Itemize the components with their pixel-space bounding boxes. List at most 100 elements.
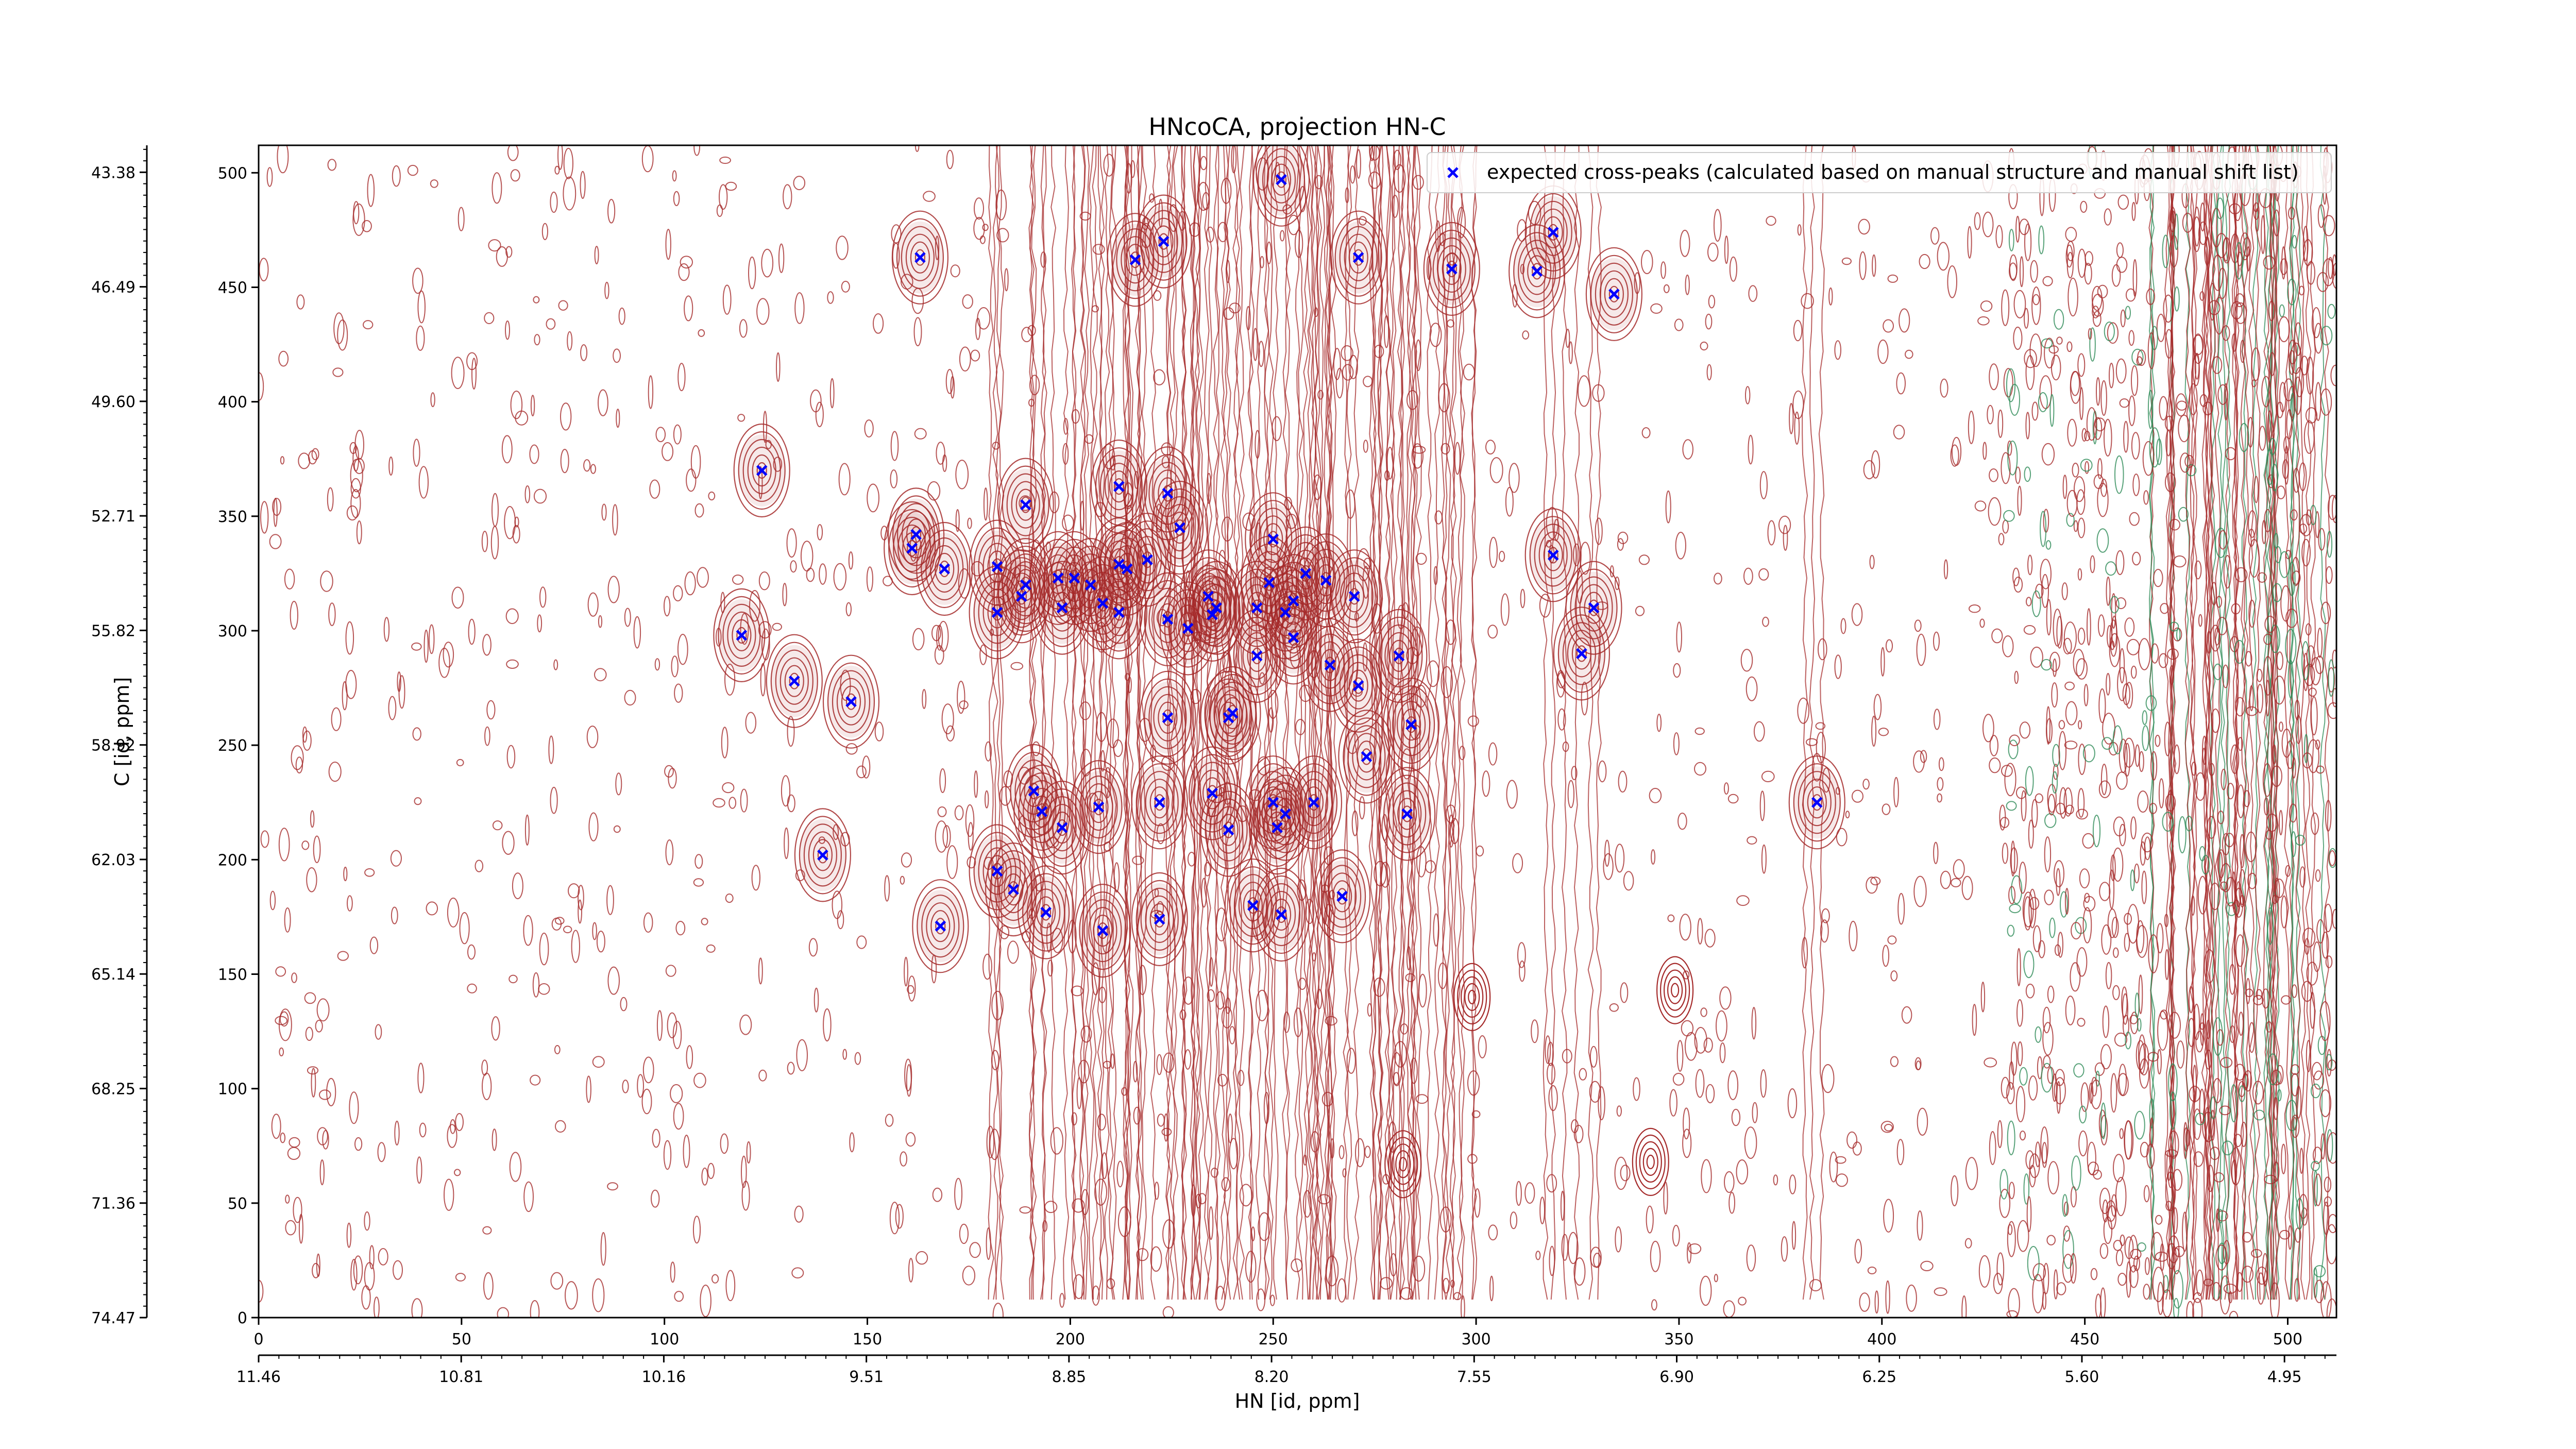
contour-noise-blob bbox=[1531, 1019, 1539, 1043]
contour-noise-blob bbox=[633, 616, 641, 649]
contour-noise-blob bbox=[2126, 638, 2140, 655]
peak-contour-ring bbox=[1811, 794, 1822, 811]
peak-contour-ring bbox=[1142, 551, 1153, 568]
contour-noise-blob bbox=[1834, 654, 1842, 679]
contour-noise-blob bbox=[2009, 383, 2020, 416]
contour-noise-blob bbox=[671, 655, 679, 678]
contour-noise-blob bbox=[2017, 485, 2022, 516]
peak-contour-ring bbox=[1089, 790, 1109, 823]
contour-noise-blob bbox=[2100, 1102, 2107, 1139]
contour-noise-blob bbox=[289, 1137, 300, 1148]
marker-stroke bbox=[1308, 797, 1319, 808]
contour-noise-blob bbox=[2131, 432, 2140, 460]
peak-contour-ring bbox=[1671, 983, 1680, 998]
contour-noise-blob bbox=[2056, 1282, 2066, 1295]
contour-noise-blob bbox=[1748, 285, 1758, 302]
contour-noise-blob bbox=[2109, 633, 2121, 667]
contour-noise-blob bbox=[1547, 1041, 1554, 1066]
peak-contour-ring bbox=[1279, 577, 1308, 625]
contour-noise-blob bbox=[1792, 390, 1804, 419]
contour-noise-blob bbox=[2310, 991, 2315, 1029]
contour-noise-blob bbox=[2320, 326, 2333, 346]
contour-noise-blob bbox=[1539, 594, 1551, 618]
contour-noise-blob bbox=[2126, 1261, 2131, 1298]
contour-noise-blob bbox=[900, 1151, 907, 1167]
contour-streak bbox=[2263, 145, 2269, 1300]
contour-noise-blob bbox=[1820, 919, 1829, 943]
peak-contour-ring bbox=[1392, 693, 1431, 756]
contour-noise-blob bbox=[936, 442, 945, 465]
peak-contour-ring bbox=[1140, 771, 1179, 834]
contour-noise-blob bbox=[1705, 1084, 1715, 1104]
contour-noise-blob bbox=[1293, 1007, 1303, 1037]
contour-noise-blob bbox=[1210, 1168, 1218, 1178]
contour-noise-blob bbox=[1675, 532, 1687, 560]
contour-noise-blob bbox=[739, 1014, 752, 1035]
contour-streak bbox=[1324, 145, 1331, 1300]
contour-noise-blob bbox=[1736, 1159, 1749, 1185]
peak-contour-ring bbox=[1006, 473, 1045, 536]
peak-contour-ring bbox=[1330, 557, 1378, 636]
legend[interactable]: expected cross-peaks (calculated based o… bbox=[1427, 152, 2332, 193]
contour-noise-blob bbox=[2116, 771, 2128, 790]
contour-noise-blob bbox=[2236, 1272, 2243, 1292]
contour-noise-blob bbox=[2303, 420, 2315, 454]
contour-noise-blob bbox=[2302, 752, 2313, 769]
contour-noise-blob bbox=[1615, 844, 1625, 873]
y-tick-label: 200 bbox=[218, 851, 247, 869]
contour-noise-blob bbox=[2299, 1148, 2304, 1174]
contour-noise-blob bbox=[407, 164, 418, 176]
contour-noise-blob bbox=[468, 618, 476, 645]
cross-peak-marker bbox=[1052, 572, 1064, 584]
contour-noise-blob bbox=[1890, 970, 1898, 982]
peak-contour-ring bbox=[1574, 576, 1613, 639]
contour-noise-blob bbox=[2119, 738, 2128, 773]
contour-noise-blob bbox=[1425, 860, 1436, 873]
contour-noise-blob bbox=[2233, 1134, 2242, 1148]
contour-noise-blob bbox=[856, 765, 867, 779]
y-tick-label: 500 bbox=[218, 164, 247, 182]
peak-contour-ring bbox=[978, 581, 1016, 644]
peak-contour-ring bbox=[1252, 145, 1310, 227]
contour-noise-blob bbox=[1373, 978, 1385, 997]
contour-noise-blob bbox=[1342, 364, 1354, 381]
contour-noise-blob bbox=[1310, 1131, 1320, 1153]
contour-noise-blob bbox=[700, 1285, 711, 1318]
contour-noise-blob bbox=[563, 925, 572, 934]
contour-noise-blob bbox=[895, 1204, 904, 1229]
contour-noise-blob bbox=[985, 741, 992, 762]
contour-noise-blob bbox=[996, 228, 1009, 243]
contour-noise-blob bbox=[2114, 1032, 2128, 1047]
y-ppm-tick-label: 58.92 bbox=[91, 737, 135, 755]
contour-streak bbox=[1442, 145, 1448, 1300]
contour-noise-blob bbox=[2001, 289, 2010, 326]
cross-peak-marker bbox=[1547, 227, 1559, 238]
contour-noise-blob bbox=[285, 1220, 296, 1236]
contour-noise-blob bbox=[398, 675, 405, 709]
peak-contour-ring bbox=[891, 210, 949, 305]
contour-streak bbox=[1397, 145, 1403, 1300]
contour-noise-blob bbox=[2238, 1012, 2244, 1036]
contour-noise-blob bbox=[1126, 504, 1133, 526]
contour-noise-blob bbox=[1231, 145, 1237, 174]
contour-noise-blob bbox=[1638, 554, 1650, 565]
contour-noise-blob bbox=[1063, 418, 1069, 435]
cross-peak-marker bbox=[1223, 824, 1234, 836]
peak-contour-ring bbox=[985, 842, 1042, 937]
marker-stroke bbox=[1324, 659, 1336, 671]
contour-noise-blob bbox=[1007, 940, 1019, 964]
contour-noise-blob bbox=[1338, 1145, 1345, 1159]
contour-noise-blob bbox=[1578, 375, 1591, 407]
peak-contour-ring bbox=[1113, 604, 1124, 621]
contour-noise-blob bbox=[2125, 1031, 2132, 1050]
contour-noise-blob bbox=[2116, 257, 2128, 273]
contour-noise-blob bbox=[665, 839, 674, 866]
contour-noise-blob bbox=[2248, 538, 2260, 578]
contour-noise-blob bbox=[588, 812, 599, 841]
contour-noise-blob bbox=[2080, 1082, 2089, 1112]
contour-noise-blob bbox=[2234, 293, 2245, 308]
contour-noise-blob bbox=[2166, 1243, 2177, 1270]
contour-noise-blob bbox=[1651, 849, 1656, 865]
contour-noise-blob bbox=[1445, 619, 1456, 645]
